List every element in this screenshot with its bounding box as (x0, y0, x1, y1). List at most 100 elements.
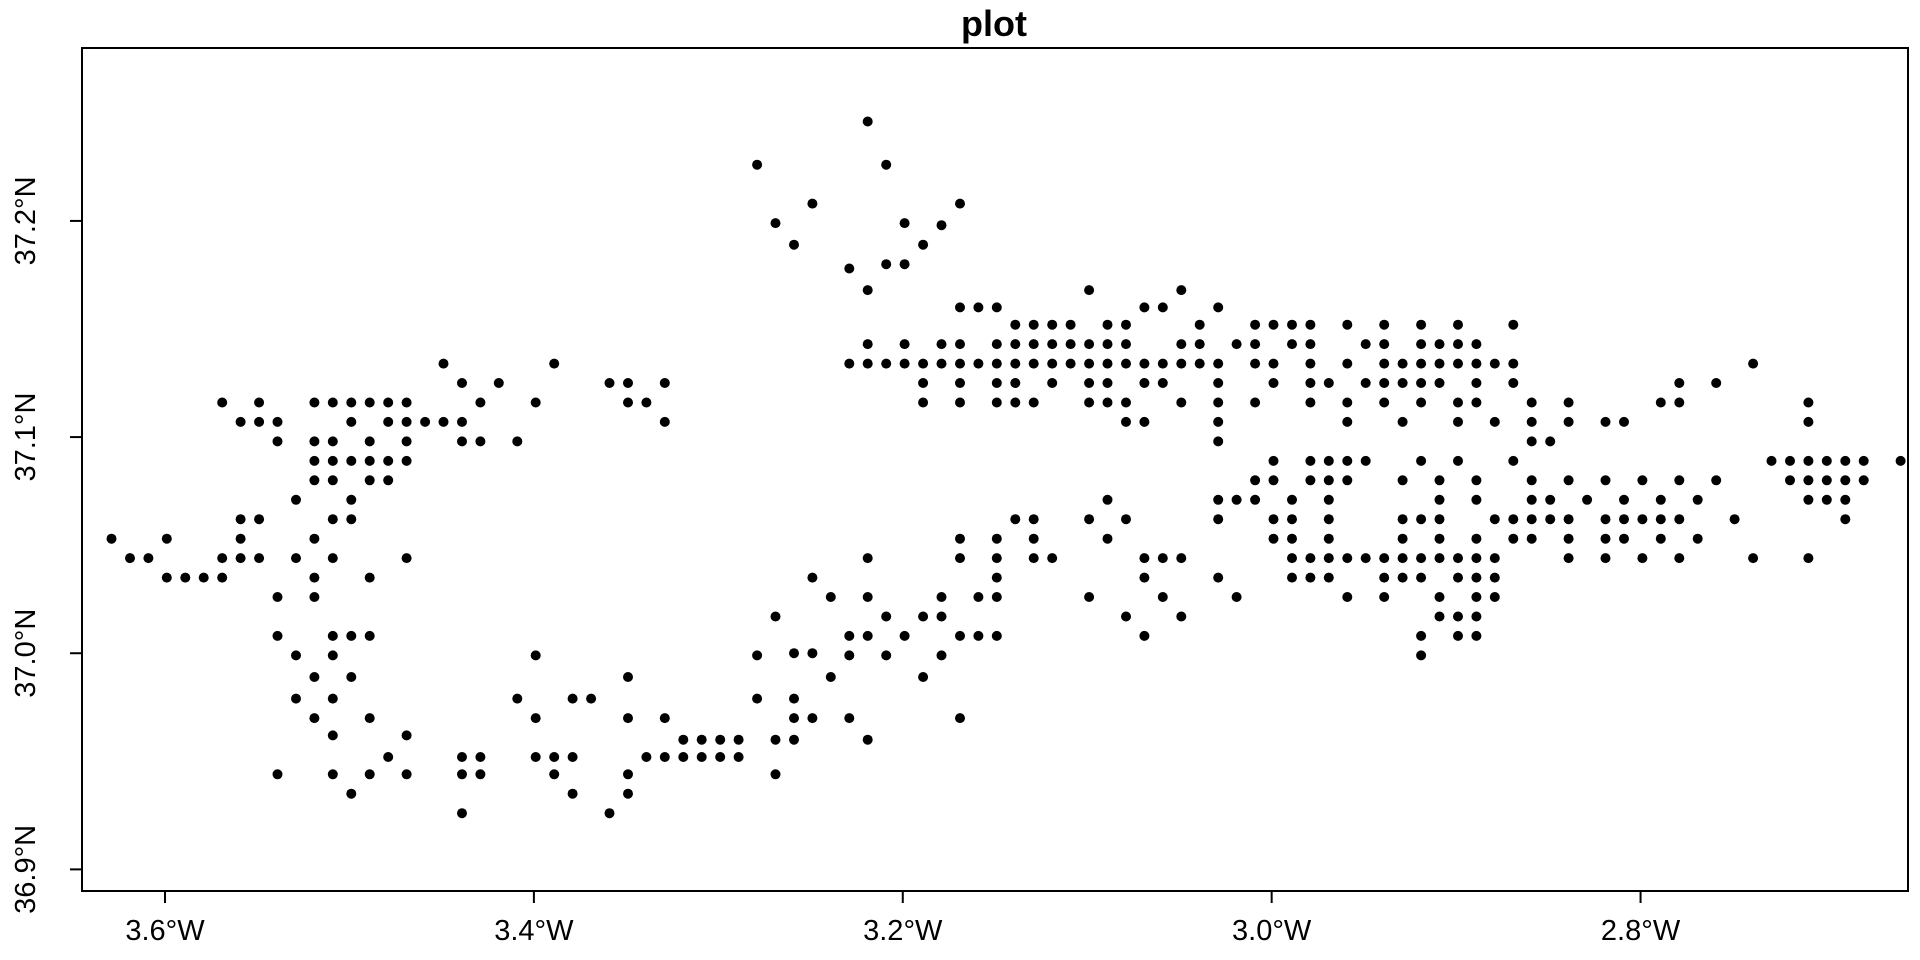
data-point (862, 358, 873, 369)
y-tick-label: 37.2°N (10, 176, 42, 265)
data-point (1047, 378, 1058, 388)
data-point (1028, 553, 1039, 564)
data-point (1785, 455, 1795, 466)
data-point (567, 788, 578, 799)
data-point (1563, 416, 1574, 427)
data-point (1194, 339, 1205, 350)
data-point (161, 533, 172, 544)
chart-title: plot (961, 3, 1027, 44)
data-point (1674, 553, 1685, 564)
data-point (1655, 494, 1666, 505)
data-point (807, 648, 818, 659)
data-point (752, 650, 763, 661)
data-point (973, 630, 984, 641)
data-point (1342, 455, 1353, 466)
data-point (1416, 630, 1427, 641)
y-axis: 36.9°N 37.0°N 37.1°N 37.2°N (10, 176, 83, 914)
data-point (1397, 514, 1408, 525)
data-point (1250, 319, 1261, 330)
data-point (1471, 494, 1482, 505)
data-point (752, 693, 763, 704)
data-point (1213, 436, 1224, 447)
data-point (438, 416, 449, 427)
data-point (530, 752, 541, 762)
data-point (1084, 285, 1095, 296)
data-point (789, 734, 799, 745)
data-point (161, 572, 172, 583)
data-point (1360, 339, 1371, 350)
data-point (1471, 592, 1482, 602)
data-point (1213, 514, 1224, 525)
x-tick-label: 3.2°W (863, 915, 943, 947)
data-point (1379, 553, 1390, 564)
data-point (401, 455, 412, 466)
data-point (1010, 358, 1021, 369)
data-point (604, 378, 615, 388)
data-point (457, 769, 467, 780)
data-point (1379, 358, 1390, 369)
data-point (106, 533, 117, 544)
data-point (1434, 339, 1445, 350)
data-point (1102, 533, 1113, 544)
data-point (623, 397, 633, 408)
data-point (420, 416, 431, 427)
data-point (125, 553, 135, 564)
data-point (881, 650, 892, 661)
data-point (1268, 533, 1279, 544)
data-point (696, 752, 707, 762)
data-point (1250, 339, 1261, 350)
data-point (272, 416, 283, 427)
data-point (1803, 553, 1814, 564)
data-point (1803, 475, 1814, 486)
data-point (401, 730, 412, 741)
data-point (1139, 416, 1150, 427)
data-point (1305, 378, 1316, 388)
data-point (1342, 397, 1353, 408)
data-point (1397, 358, 1408, 369)
data-point (1102, 378, 1113, 388)
data-point (1471, 475, 1482, 486)
data-point (401, 553, 412, 564)
data-point (364, 630, 375, 641)
data-point (918, 239, 929, 250)
data-point (991, 553, 1002, 564)
data-point (272, 630, 283, 641)
data-point (1600, 416, 1611, 427)
data-point (1157, 358, 1168, 369)
data-point (1655, 533, 1666, 544)
data-point (1102, 397, 1113, 408)
data-point (1563, 533, 1574, 544)
data-point (1323, 378, 1334, 388)
x-tick-label: 3.0°W (1232, 915, 1312, 947)
x-tick-label: 3.6°W (125, 915, 205, 947)
data-point (1821, 494, 1832, 505)
data-point (1084, 514, 1095, 525)
data-point (918, 378, 929, 388)
data-point (1342, 319, 1353, 330)
data-point (1287, 514, 1297, 525)
data-point (549, 769, 560, 780)
data-point (1047, 553, 1058, 564)
data-point (1453, 319, 1463, 330)
data-point (973, 358, 984, 369)
data-point (1692, 533, 1703, 544)
data-point (383, 397, 394, 408)
data-point (936, 339, 947, 350)
data-point (1065, 358, 1076, 369)
data-point (899, 218, 910, 229)
data-point (789, 713, 799, 724)
data-point (1655, 397, 1666, 408)
data-point (1305, 553, 1316, 564)
data-point (1121, 514, 1131, 525)
data-point (346, 672, 357, 682)
data-point (1305, 455, 1316, 466)
y-tick-label: 37.0°N (10, 609, 42, 698)
data-point (1360, 455, 1371, 466)
data-point (327, 693, 338, 704)
data-point (1305, 319, 1316, 330)
data-point (1157, 378, 1168, 388)
data-point (844, 713, 855, 724)
data-point (346, 514, 357, 525)
data-point (789, 648, 799, 659)
data-point (1194, 358, 1205, 369)
